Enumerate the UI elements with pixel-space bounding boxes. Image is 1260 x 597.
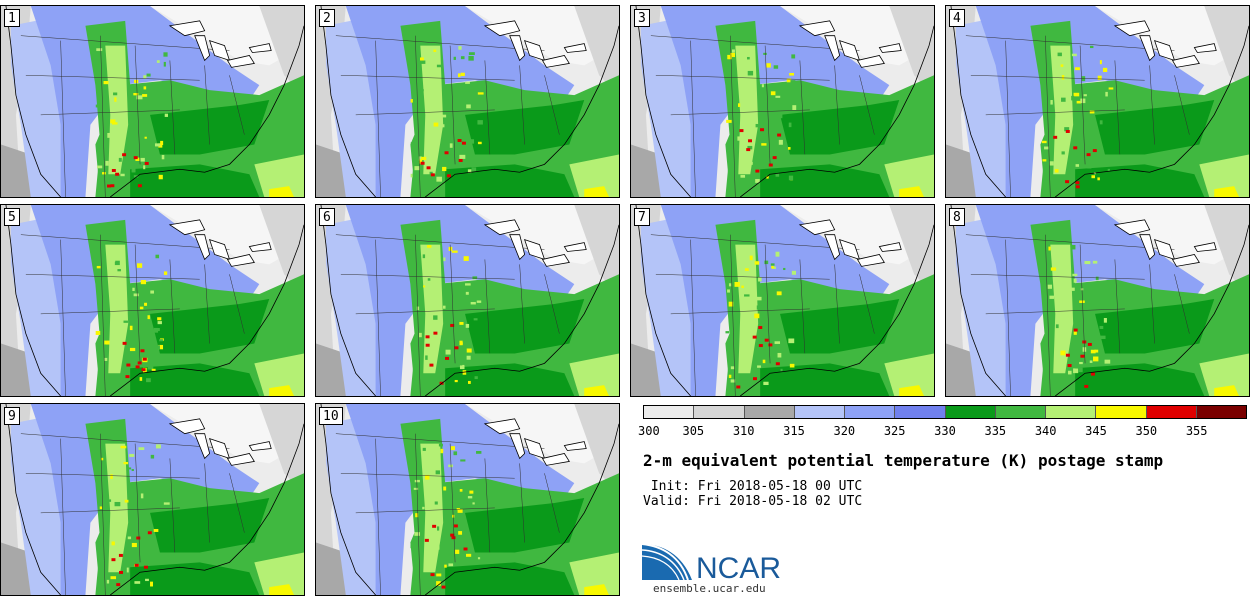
temperature-field-map [316, 205, 619, 396]
temperature-field-map [1, 205, 304, 396]
logo-url: ensemble.ucar.edu [653, 582, 766, 595]
colorbar-tick-label: 305 [682, 424, 705, 438]
temperature-field-map [946, 6, 1249, 197]
temperature-field-map [631, 205, 934, 396]
temperature-field-map [631, 6, 934, 197]
ncar-logo: NCAR [642, 543, 781, 584]
colorbar-tick-label: 310 [732, 424, 755, 438]
colorbar-tick-label: 350 [1135, 424, 1158, 438]
colorbar-swatch [1096, 406, 1147, 418]
colorbar-tick-label: 325 [883, 424, 906, 438]
colorbar-tick-label: 300 [638, 424, 660, 438]
temperature-field-map [316, 6, 619, 197]
colorbar-swatch [945, 406, 996, 418]
ensemble-member-map: 5 [0, 204, 305, 397]
ensemble-member-map: 8 [945, 204, 1250, 397]
temperature-field-map [946, 205, 1249, 396]
ensemble-member-map: 2 [315, 5, 620, 198]
member-number-label: 9 [4, 407, 20, 425]
temperature-field-map [1, 6, 304, 197]
temperature-field-map [316, 404, 619, 595]
ensemble-member-map: 10 [315, 403, 620, 596]
colorbar-swatch [744, 406, 795, 418]
ensemble-member-map: 3 [630, 5, 935, 198]
member-number-label: 6 [319, 208, 335, 226]
colorbar-swatch [794, 406, 845, 418]
member-number-label: 2 [319, 9, 335, 27]
ensemble-member-map: 1 [0, 5, 305, 198]
member-number-label: 4 [949, 9, 965, 27]
member-number-label: 10 [319, 407, 343, 425]
temperature-field-map [1, 404, 304, 595]
colorbar-tick-label: 345 [1085, 424, 1107, 438]
init-time: Init: Fri 2018-05-18 00 UTC [643, 479, 863, 494]
ensemble-member-map: 4 [945, 5, 1250, 198]
logo-text: NCAR [696, 552, 781, 584]
colorbar-swatch [845, 406, 896, 418]
colorbar-tick-label: 330 [934, 424, 956, 438]
ensemble-member-map: 6 [315, 204, 620, 397]
figure-title: 2-m equivalent potential temperature (K)… [643, 451, 1164, 470]
colorbar-swatch [895, 406, 946, 418]
ensemble-member-map: 9 [0, 403, 305, 596]
ensemble-member-map: 7 [630, 204, 935, 397]
colorbar-swatch [694, 406, 745, 418]
colorbar-swatch [1146, 406, 1197, 418]
member-number-label: 7 [634, 208, 650, 226]
colorbar-tick-label: 320 [833, 424, 856, 438]
colorbar-tick-label: 315 [783, 424, 805, 438]
member-number-label: 5 [4, 208, 20, 226]
colorbar-swatch [1196, 406, 1246, 418]
colorbar-tick-label: 355 [1185, 424, 1208, 438]
valid-time: Valid: Fri 2018-05-18 02 UTC [643, 494, 863, 509]
colorbar-ticks: 300 305 310 315 320 325 330 335 340 345 350 355 [638, 424, 1247, 438]
member-number-label: 3 [634, 9, 650, 27]
colorbar-swatch [644, 406, 695, 418]
member-number-label: 8 [949, 208, 965, 226]
colorbar-swatch [995, 406, 1046, 418]
colorbar-tick-label: 340 [1034, 424, 1057, 438]
member-number-label: 1 [4, 9, 20, 27]
colorbar-swatch [1046, 406, 1097, 418]
colorbar-tick-label: 335 [984, 424, 1007, 438]
colorbar [643, 405, 1247, 419]
